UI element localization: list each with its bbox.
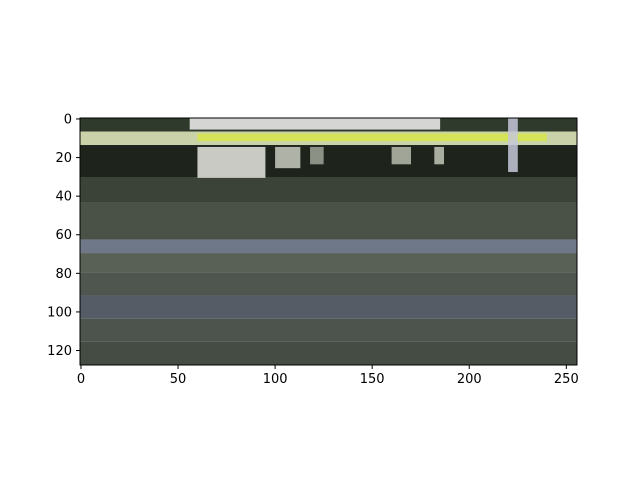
x-tick-label-1: 50 <box>170 372 187 387</box>
heatmap-band-3 <box>80 177 577 203</box>
heatmap-highlight-1 <box>197 133 547 142</box>
heatmap-highlight-0 <box>189 118 441 130</box>
x-tick-label-2: 100 <box>263 372 288 387</box>
heatmap-highlight-3 <box>275 146 301 169</box>
heatmap-band-10 <box>80 341 577 365</box>
y-tick-label-0: 0 <box>64 112 72 127</box>
y-tick-label-2: 40 <box>55 190 72 205</box>
heatmap-band-8 <box>80 295 577 319</box>
plot-area <box>80 118 577 365</box>
heatmap-highlight-5 <box>391 146 412 165</box>
heatmap-highlight-2 <box>197 146 266 178</box>
heatmap-band-9 <box>80 318 577 342</box>
x-tick-label-5: 250 <box>554 372 579 387</box>
heatmap-band-6 <box>80 253 577 273</box>
y-tick-label-4: 80 <box>55 267 72 282</box>
heatmap-highlight-4 <box>310 146 324 165</box>
heatmap-band-2 <box>80 145 577 178</box>
x-tick-label-4: 200 <box>457 372 482 387</box>
axes-frame <box>79 117 578 366</box>
heatmap-highlight-7 <box>508 118 518 173</box>
y-tick-label-1: 20 <box>55 151 72 166</box>
x-axis: 0 50 100 150 200 250 <box>77 365 579 387</box>
y-axis: 0 20 40 60 80 100 120 <box>47 112 80 359</box>
y-tick-label-5: 100 <box>47 305 72 320</box>
x-tick-label-0: 0 <box>77 372 85 387</box>
heatmap-band-5 <box>80 239 577 254</box>
y-tick-label-3: 60 <box>55 228 72 243</box>
y-tick-label-6: 120 <box>47 344 72 359</box>
heatmap-highlight-6 <box>434 146 445 165</box>
x-tick-label-3: 150 <box>360 372 385 387</box>
heatmap-band-4 <box>80 202 577 240</box>
heatmap-band-7 <box>80 272 577 296</box>
